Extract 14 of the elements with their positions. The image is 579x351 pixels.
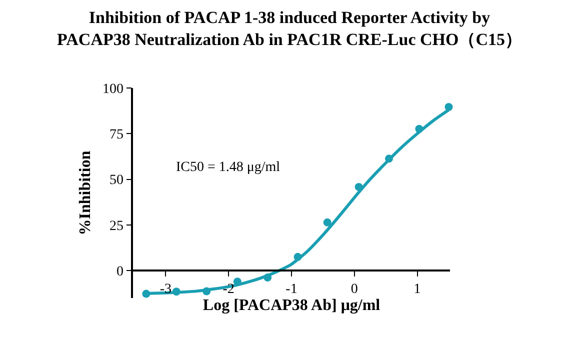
x-tick-label: 0 bbox=[350, 282, 358, 298]
chart-title: Inhibition of PACAP 1-38 induced Reporter Activity by PACAP38 Neutralization Ab in PAC1R CRE-Luc CHO（C15） bbox=[57, 8, 522, 49]
x-tick-label: -1 bbox=[286, 282, 298, 298]
y-axis-title: %Inhibition bbox=[76, 150, 94, 236]
point bbox=[323, 218, 332, 226]
x-tick-label: 1 bbox=[414, 282, 421, 298]
y-tick-label: 100 bbox=[102, 82, 124, 97]
y-tick-label: 0 bbox=[116, 264, 124, 280]
y-tick-label: 75 bbox=[109, 128, 124, 143]
y-tick-label: 50 bbox=[109, 173, 124, 188]
x-axis-title: Log [PACAP38 Ab] μg/ml bbox=[202, 297, 381, 314]
y-tick-label: 25 bbox=[109, 218, 124, 234]
point bbox=[444, 102, 453, 111]
annotation: IC50 = 1.48 μg/ml bbox=[176, 160, 280, 175]
